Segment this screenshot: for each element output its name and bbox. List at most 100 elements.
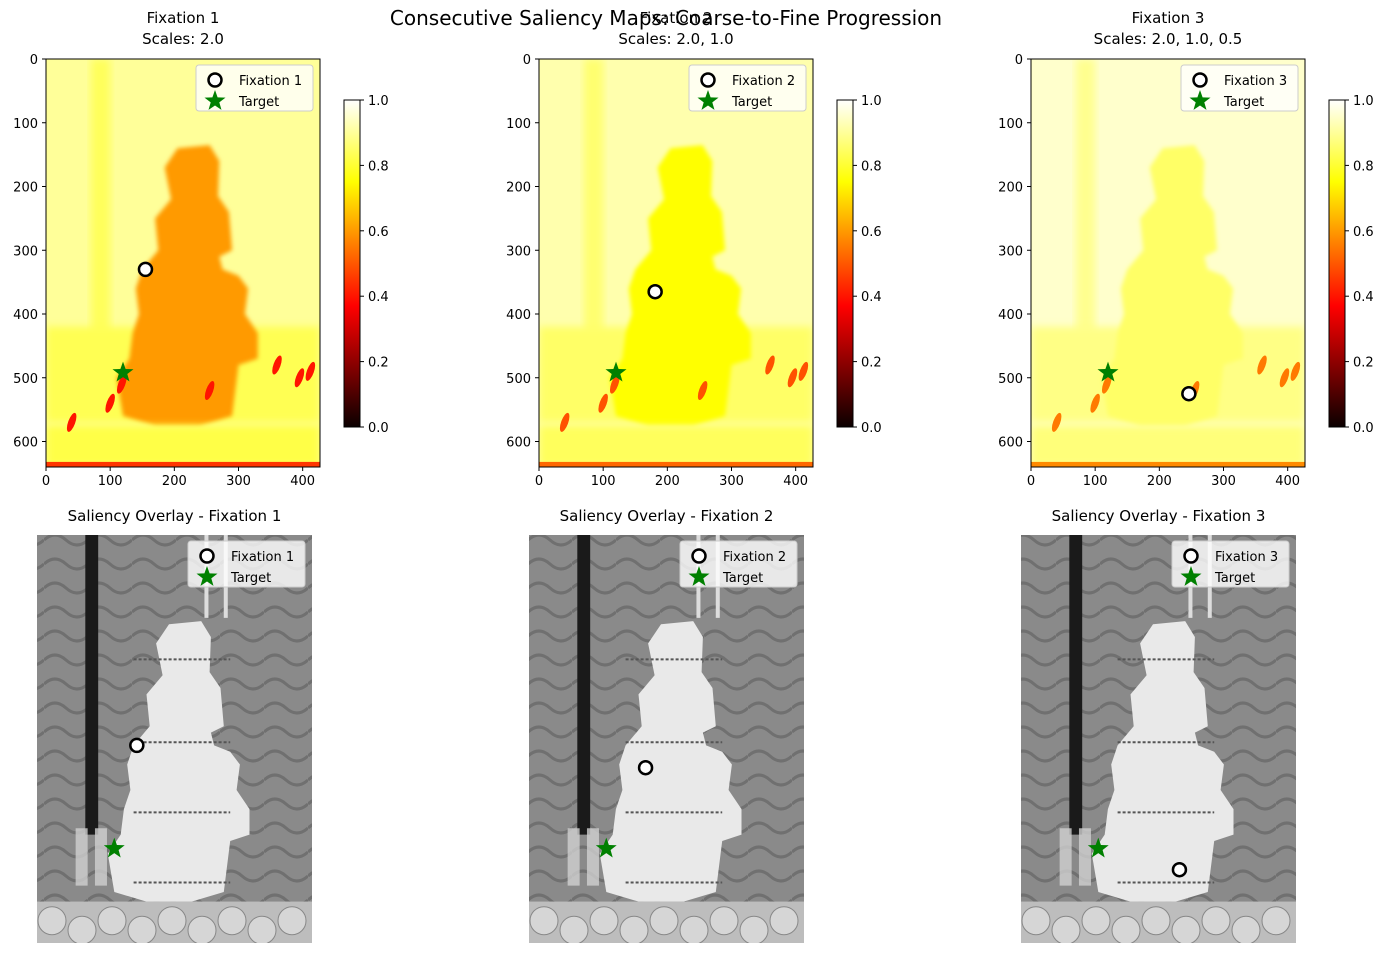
fixation-marker [1171,861,1188,878]
overlay-glass [567,828,580,886]
panel-title: Scales: 2.0, 1.0, 0.5 [1094,30,1243,48]
axes-frame [538,58,814,468]
overlay-flower [739,915,769,943]
x-tick-label: 400 [783,474,808,489]
saliency-map-legend: Fixation 1 Target [195,64,314,112]
x-tick-label: 300 [719,474,744,489]
x-tick-label: 300 [226,474,251,489]
y-tick-label: 400 [506,308,531,323]
heatmap-streak [305,361,316,381]
x-tick-label: 100 [591,474,616,489]
saliency-heatmap-image [46,59,320,467]
overlay-flower [1261,906,1291,936]
colorbar-tick-label: 0.8 [1353,159,1374,174]
colorbar-tick-label: 0.4 [861,290,882,305]
overlay-flower [589,906,619,936]
x-tick-label: 100 [98,474,123,489]
legend-label-target: Target [731,95,772,110]
saliency-map-panel-3: Fixation 3 Target Fixation 3 Scales: 2.0, 1… [998,9,1374,489]
x-tick-label: 400 [1275,474,1300,489]
axes-frame [1030,58,1306,468]
colorbar: 0.0 0.2 0.4 0.6 0.8 1.0 [1328,94,1374,436]
y-tick-label: 500 [506,372,531,387]
heatmap-streak [294,368,305,388]
heatmap-streak [609,374,620,394]
legend-frame [688,64,807,112]
heatmap-streak [116,374,127,394]
x-tick-label: 200 [1147,474,1172,489]
y-tick-label: 100 [13,117,38,132]
heatmap-flower-band [1031,425,1305,467]
star-icon [1180,566,1202,586]
heatmap-bottom-edge [1031,461,1305,467]
overlay-flower [529,906,559,936]
panel-title: Scales: 2.0 [142,30,224,48]
overlay-cake [107,621,250,902]
heatmap-streak [787,368,798,388]
overlay-panel-3: Fixation 3 Target Saliency Overlay - Fixat… [1021,507,1296,943]
overlay-grayscale-image [37,535,312,943]
panel-title: Fixation 1 [147,9,220,27]
overlay-flower [127,915,157,943]
y-tick-label: 100 [998,117,1023,132]
colorbar-tick-label: 0.6 [368,225,389,240]
y-tick-label: 200 [506,181,531,196]
panel-title: Saliency Overlay - Fixation 2 [560,507,774,525]
y-tick-label: 600 [13,436,38,451]
y-tick-label: 400 [13,308,38,323]
colorbar-gradient [836,99,854,428]
panel-title: Saliency Overlay - Fixation 3 [1052,507,1266,525]
heatmap-streak [1279,368,1290,388]
colorbar-tick-label: 1.0 [861,94,882,109]
y-tick-label: 0 [1015,53,1023,68]
heatmap-streak [559,412,570,432]
overlay-flower [1171,915,1201,943]
y-tick-label: 600 [506,436,531,451]
y-tick-label: 0 [523,53,531,68]
heatmap-streak [697,381,708,400]
overlay-grayscale-image [529,535,804,943]
colorbar-tick-label: 0.8 [861,159,882,174]
panel-title: Fixation 3 [1132,9,1205,27]
overlay-flower [709,906,739,936]
legend-label-fixation: Fixation 3 [1215,550,1278,565]
y-tick-label: 500 [13,372,38,387]
heatmap-cake-region [609,145,751,426]
colorbar-tick-label: 0.8 [368,159,389,174]
overlay-panel-1: Fixation 1 Target Saliency Overlay - Fixat… [37,507,312,943]
heatmap-streak [798,361,809,381]
colorbar-tick-label: 1.0 [368,94,389,109]
overlay-flower [1231,915,1261,943]
heatmap-streak [765,355,775,375]
legend-label-target: Target [1223,95,1264,110]
colorbar-tick-label: 0.2 [861,356,882,371]
overlay-cake [1091,621,1234,902]
legend-frame [195,64,314,112]
overlay-grayscale-image [1021,535,1296,943]
hollow-circle-icon [207,72,223,88]
overlay-flower [67,915,97,943]
legend-label-target: Target [238,95,279,110]
colorbar-tick-label: 0.0 [368,421,389,436]
overlay-window-frame [85,535,99,835]
axes-frame [45,58,321,468]
fixation-marker [637,759,654,776]
colorbar-tick-label: 0.6 [861,225,882,240]
heatmap-flower-band [46,425,320,467]
colorbar-tick-label: 0.4 [1353,290,1374,305]
legend-label-fixation: Fixation 3 [1224,74,1287,89]
hollow-circle-icon [199,548,215,564]
target-marker [1097,361,1119,382]
colorbar: 0.0 0.2 0.4 0.6 0.8 1.0 [343,94,389,436]
star-icon [204,90,226,110]
y-tick-label: 200 [998,181,1023,196]
heatmap-streak [1290,361,1301,381]
colorbar-tick-label: 0.2 [368,356,389,371]
legend-label-fixation: Fixation 1 [239,74,302,89]
heatmap-streak [66,412,77,432]
x-tick-label: 200 [162,474,187,489]
y-tick-label: 500 [998,372,1023,387]
y-tick-label: 600 [998,436,1023,451]
overlay-flower [1141,906,1171,936]
